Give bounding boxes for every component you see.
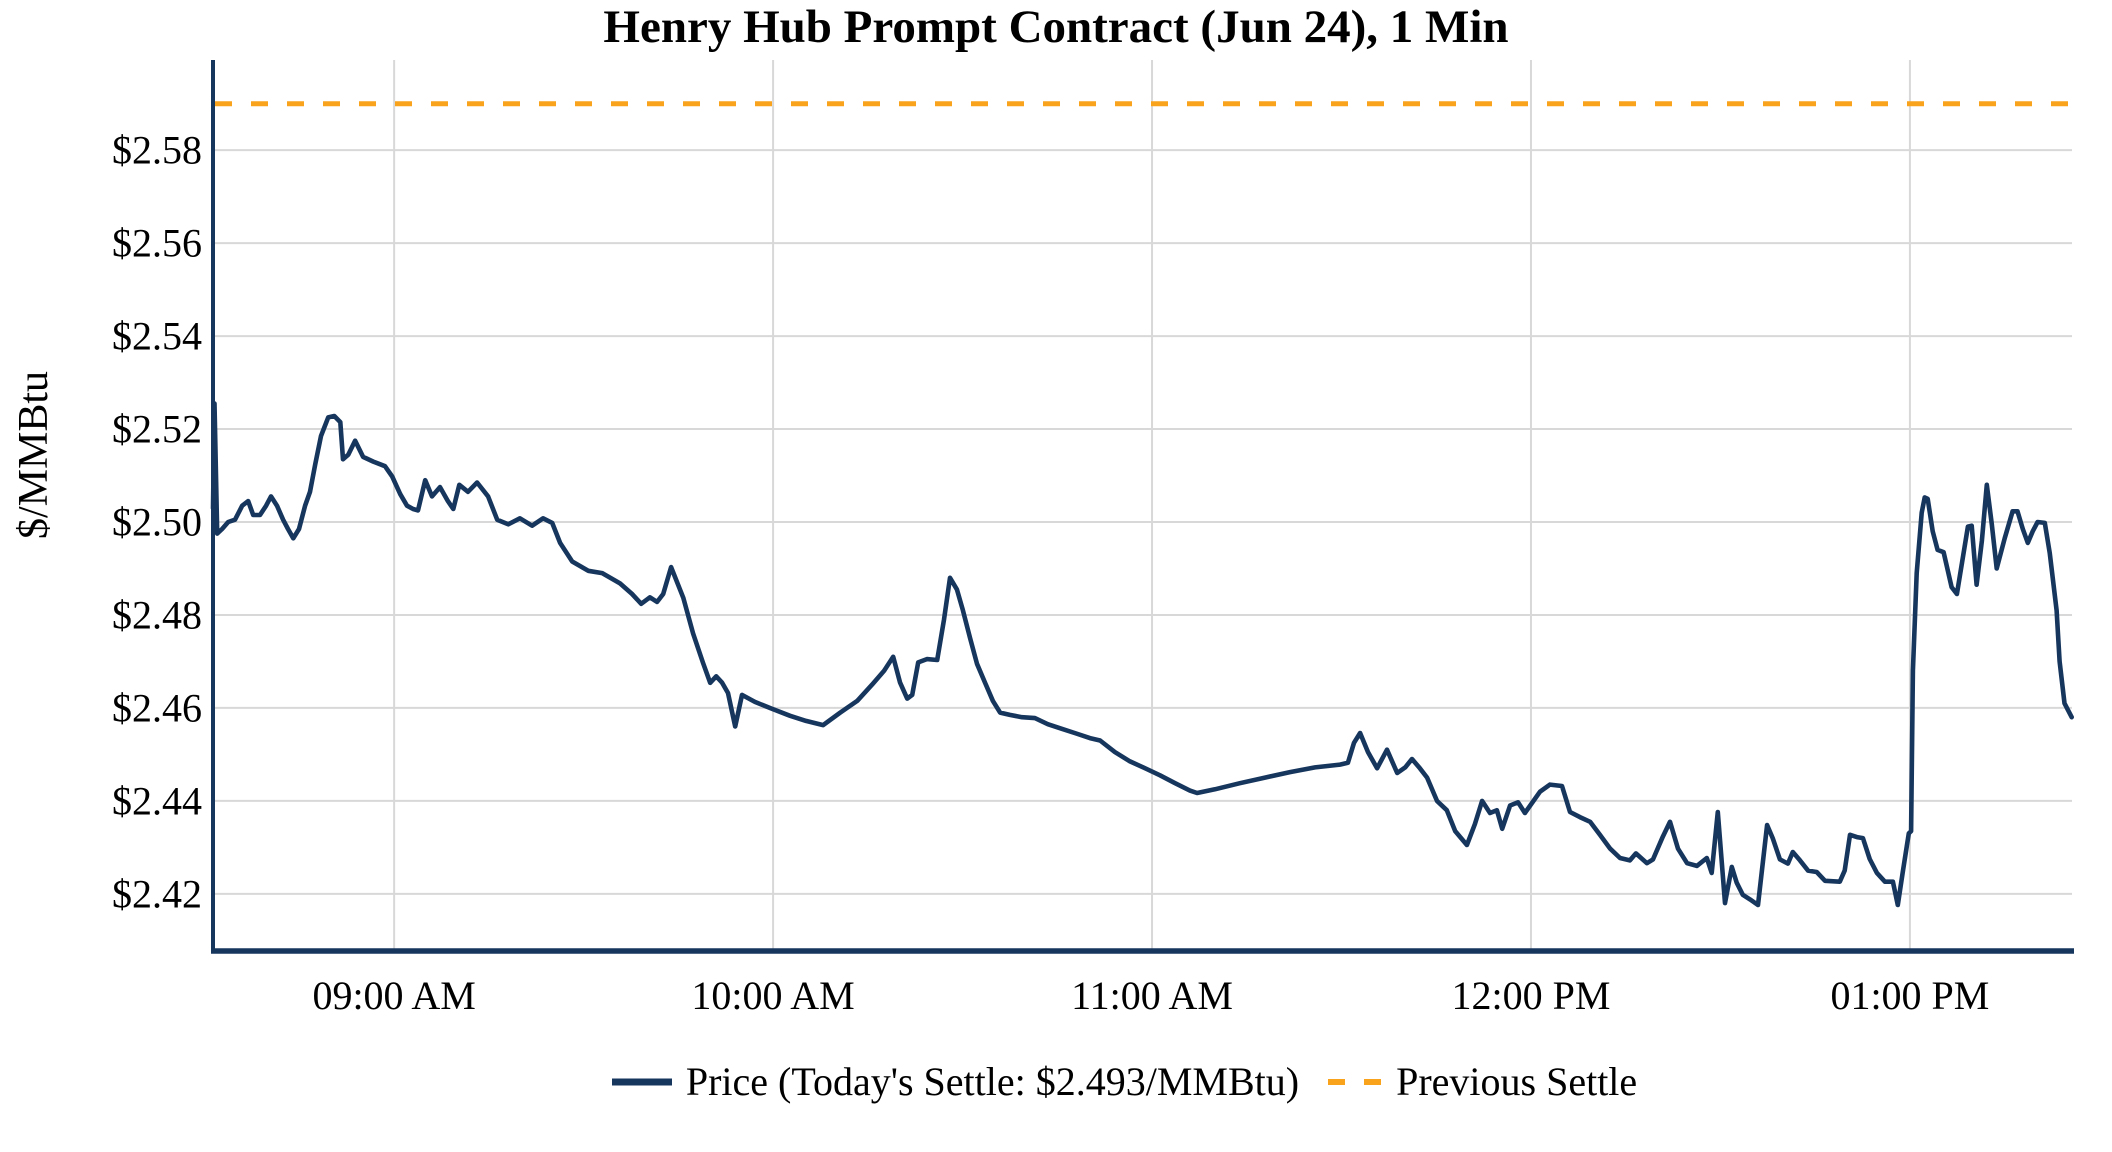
legend: Price (Today's Settle: $2.493/MMBtu) Pre… [68, 1058, 2112, 1105]
y-tick-label: $2.46 [112, 685, 202, 731]
price-line-legend-swatch [611, 1078, 672, 1085]
y-tick-label: $2.48 [112, 592, 202, 638]
gridlines [213, 60, 2072, 951]
y-tick-label: $2.52 [112, 406, 202, 452]
y-tick-label: $2.42 [112, 871, 202, 917]
previous-settle-legend-swatch [1328, 1078, 1383, 1085]
x-tick-label: 01:00 PM [1830, 973, 1990, 1018]
y-tick-label: $2.56 [112, 220, 202, 266]
x-tick-label: 10:00 AM [691, 973, 855, 1018]
previous-settle-legend-label: Previous Settle [1396, 1059, 1638, 1104]
chart-title: Henry Hub Prompt Contract (Jun 24), 1 Mi… [603, 1, 1509, 53]
x-tick-label: 12:00 PM [1451, 973, 1611, 1018]
axis-spines [211, 60, 2074, 954]
y-tick-label: $2.58 [112, 127, 202, 173]
y-tick-label: $2.54 [112, 313, 202, 359]
price-legend-label: Price (Today's Settle: $2.493/MMBtu) [685, 1059, 1300, 1104]
price-line [210, 401, 2074, 908]
y-tick-label: $2.44 [112, 778, 202, 824]
y-tick-label: $2.50 [112, 499, 202, 545]
x-tick-label: 11:00 AM [1071, 973, 1233, 1018]
x-tick-label: 09:00 AM [312, 973, 476, 1018]
